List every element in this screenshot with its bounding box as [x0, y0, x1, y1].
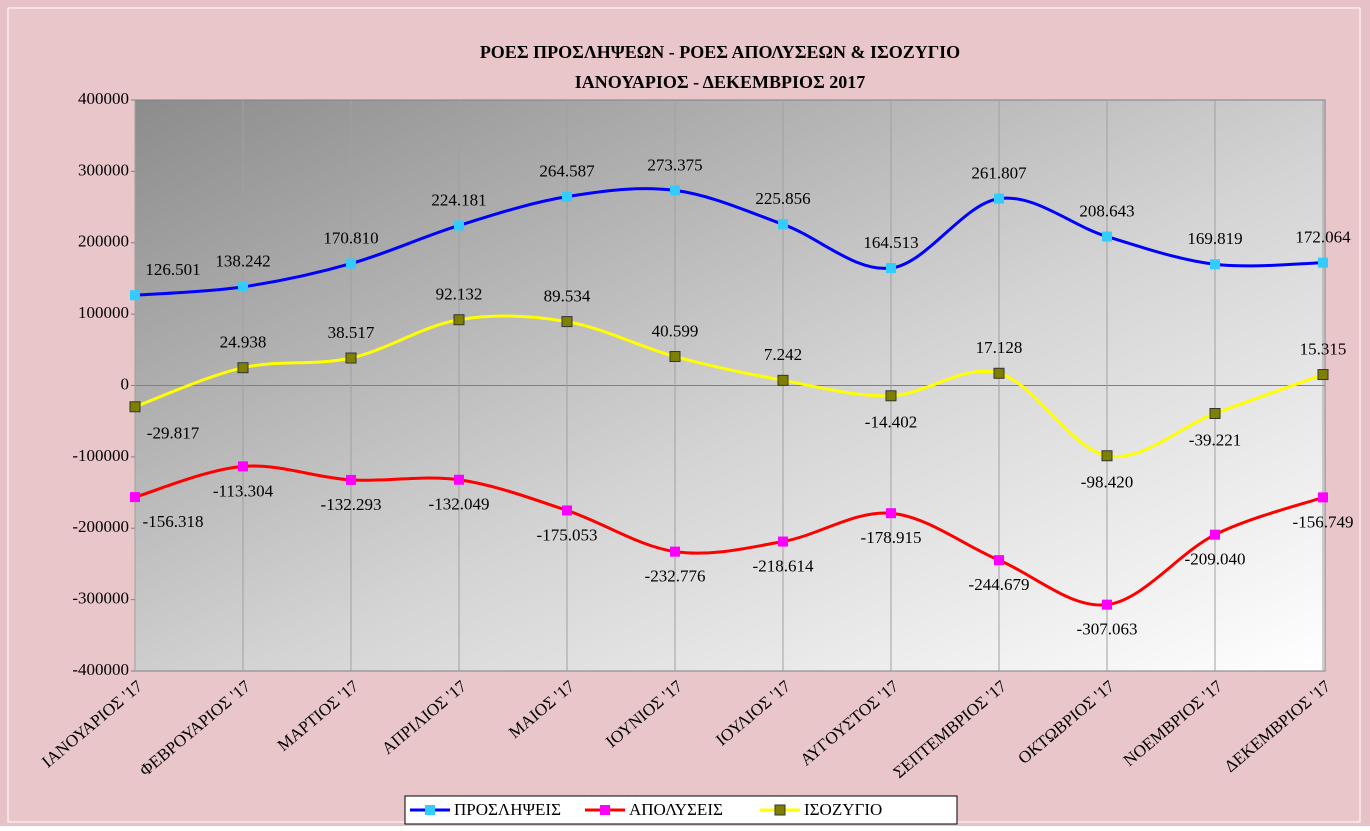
data-label: -39.221 [1189, 430, 1241, 449]
series-marker [994, 193, 1004, 204]
data-label: -175.053 [537, 525, 598, 544]
series-marker [562, 191, 572, 202]
chart-subtitle: ΙΑΝΟΥΑΡΙΟΣ - ΔΕΚΕΜΒΡΙΟΣ 2017 [575, 72, 865, 92]
legend-marker [425, 805, 435, 815]
data-label: 208.643 [1079, 201, 1134, 220]
data-label: -244.679 [969, 575, 1030, 594]
data-label: -29.817 [147, 424, 200, 443]
data-label: 15.315 [1300, 339, 1347, 358]
data-label: 138.242 [215, 252, 270, 271]
y-tick-label: -300000 [72, 589, 129, 608]
data-label: 126.501 [145, 260, 200, 279]
legend [404, 795, 958, 825]
data-label: 7.242 [764, 345, 802, 364]
data-label: -156.749 [1293, 512, 1354, 531]
series-marker [1318, 492, 1328, 503]
series-marker [130, 492, 140, 503]
data-label: -113.304 [213, 481, 274, 500]
data-label: 40.599 [652, 321, 699, 340]
y-tick-label: -100000 [72, 446, 129, 465]
series-marker [778, 536, 788, 547]
y-tick-label: 400000 [78, 89, 129, 108]
series-marker [669, 351, 681, 363]
data-label: -232.776 [645, 567, 706, 586]
legend-label: ΑΠΟΛΥΣΕΙΣ [629, 800, 723, 819]
data-label: 273.375 [647, 155, 702, 174]
legend-label: ΠΡΟΣΛΗΨΕΙΣ [454, 800, 561, 819]
series-marker [129, 401, 141, 413]
data-label: -307.063 [1077, 620, 1138, 639]
series-marker [993, 367, 1005, 379]
series-marker [1102, 231, 1112, 242]
data-label: -156.318 [143, 512, 204, 531]
series-marker [238, 461, 248, 472]
series-marker [670, 546, 680, 557]
series-marker [994, 555, 1004, 566]
data-label: -132.293 [321, 495, 382, 514]
data-label: -132.049 [429, 495, 490, 514]
y-tick-label: 300000 [78, 160, 129, 179]
data-label: 264.587 [539, 162, 595, 181]
data-label: 164.513 [863, 233, 918, 252]
series-marker [346, 258, 356, 269]
legend-label: ΙΣΟΖΥΓΙΟ [804, 800, 882, 819]
data-label: -178.915 [861, 528, 922, 547]
series-marker [238, 281, 248, 292]
series-line [134, 187, 1324, 297]
series-marker [1209, 407, 1221, 419]
series-marker [778, 219, 788, 230]
series-marker [1101, 450, 1113, 462]
series-marker [670, 185, 680, 196]
y-tick-label: -200000 [72, 517, 129, 536]
data-label: 17.128 [976, 338, 1023, 357]
data-label: 224.181 [431, 190, 486, 209]
data-label: 89.534 [544, 287, 591, 306]
series-line [134, 464, 1324, 607]
legend-marker [774, 804, 786, 816]
series-marker [1318, 257, 1328, 268]
series-marker [886, 263, 896, 274]
data-label: 38.517 [328, 323, 375, 342]
data-label: -98.420 [1081, 473, 1133, 492]
y-tick-label: 100000 [78, 303, 129, 322]
series-marker [453, 314, 465, 326]
series-marker [561, 316, 573, 328]
chart-title: ΡΟΕΣ ΠΡΟΣΛΗΨΕΩΝ - ΡΟΕΣ ΑΠΟΛΥΣΕΩΝ & ΙΣΟΖΥ… [480, 42, 960, 62]
data-label: -209.040 [1185, 550, 1246, 569]
data-label: 172.064 [1295, 228, 1351, 247]
series-marker [562, 505, 572, 516]
series-marker [777, 374, 789, 386]
series-marker [454, 220, 464, 231]
legend-marker [600, 805, 610, 815]
data-label: 261.807 [971, 164, 1027, 183]
y-tick-label: 0 [121, 374, 130, 393]
series-marker [345, 352, 357, 364]
series-marker [130, 290, 140, 301]
data-label: -218.614 [753, 556, 814, 575]
data-label: 92.132 [436, 285, 483, 304]
data-label: -14.402 [865, 413, 917, 432]
series-marker [1317, 369, 1329, 381]
series-marker [1210, 259, 1220, 270]
y-tick-label: -400000 [72, 660, 129, 679]
series-marker [1102, 599, 1112, 610]
data-label: 225.856 [755, 189, 810, 208]
series-marker [886, 508, 896, 519]
data-label: 170.810 [323, 228, 378, 247]
series-marker [237, 362, 249, 374]
series-marker [885, 390, 897, 402]
series-marker [1210, 529, 1220, 540]
y-tick-label: 200000 [78, 232, 129, 251]
data-label: 169.819 [1187, 229, 1242, 248]
series-marker [454, 474, 464, 485]
data-label: 24.938 [220, 333, 267, 352]
series-marker [346, 474, 356, 485]
